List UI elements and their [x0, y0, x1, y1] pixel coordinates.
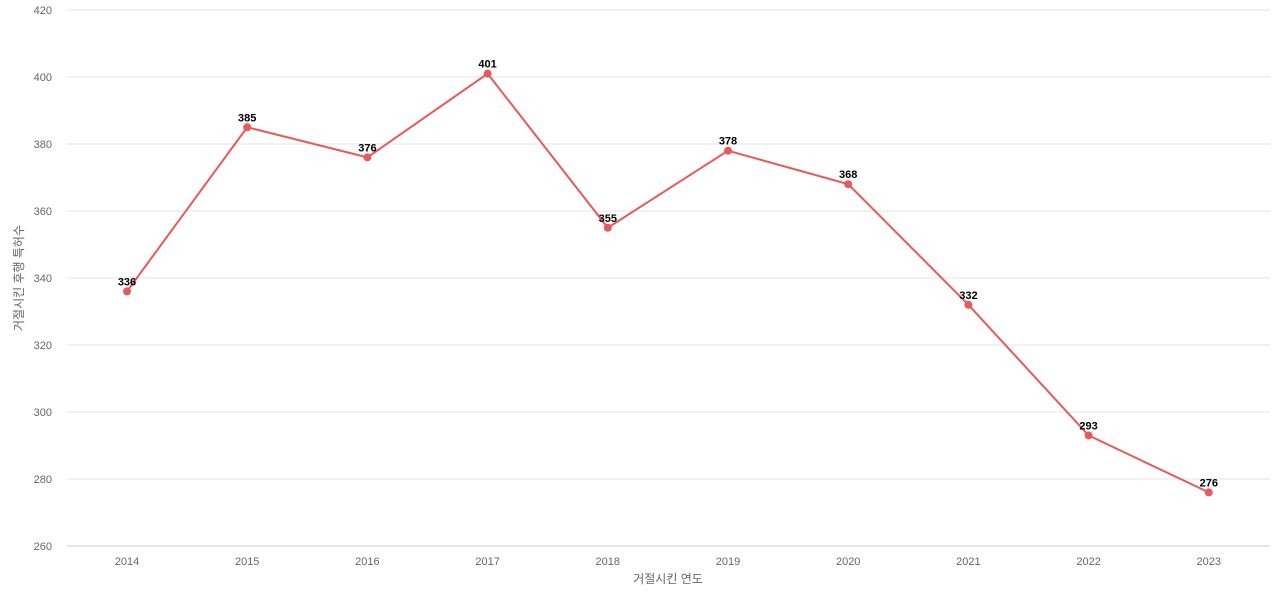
- y-tick-label: 320: [34, 340, 52, 352]
- data-label: 378: [719, 136, 737, 148]
- y-tick-label: 280: [34, 474, 52, 486]
- data-points: [123, 69, 1213, 497]
- x-tick-label: 2021: [956, 556, 980, 568]
- data-label: 336: [118, 276, 136, 288]
- x-tick-label: 2020: [836, 556, 860, 568]
- y-tick-label: 360: [34, 206, 52, 218]
- x-tick-label: 2015: [235, 556, 259, 568]
- x-axis-title: 거절시킨 연도: [633, 572, 703, 586]
- x-tick-label: 2023: [1197, 556, 1221, 568]
- x-tick-label: 2014: [115, 556, 139, 568]
- y-axis-ticks: 260 280 300 320 340 360 380 400 420: [34, 5, 52, 553]
- y-axis-title: 거절시킨 후행 특허수: [11, 225, 26, 331]
- data-labels: 336 385 376 401 355 378 368 332 293 276: [118, 59, 1218, 490]
- data-point[interactable]: [844, 180, 853, 189]
- x-axis-ticks: 2014 2015 2016 2017 2018 2019 2020 2021 2022 2023: [115, 556, 1221, 568]
- data-label: 368: [839, 169, 857, 181]
- data-point[interactable]: [1084, 431, 1093, 440]
- x-tick-label: 2019: [716, 556, 740, 568]
- data-point[interactable]: [964, 300, 973, 309]
- data-point[interactable]: [243, 123, 252, 132]
- data-point[interactable]: [363, 153, 372, 162]
- y-tick-label: 400: [34, 72, 52, 84]
- series-line: [126, 72, 1210, 494]
- x-tick-label: 2016: [355, 556, 379, 568]
- data-point[interactable]: [483, 69, 492, 78]
- y-tick-label: 260: [34, 541, 52, 553]
- data-point[interactable]: [123, 287, 131, 296]
- y-tick-label: 380: [34, 139, 52, 151]
- data-label: 376: [358, 142, 376, 154]
- data-label: 401: [478, 59, 496, 71]
- data-label: 276: [1200, 477, 1218, 489]
- data-point[interactable]: [724, 146, 732, 155]
- data-label: 385: [238, 112, 256, 124]
- y-tick-label: 340: [34, 273, 52, 285]
- y-tick-label: 420: [34, 5, 52, 17]
- grid-layer: [67, 9, 1270, 547]
- x-tick-label: 2017: [475, 556, 499, 568]
- x-tick-label: 2018: [596, 556, 620, 568]
- x-tick-label: 2022: [1076, 556, 1100, 568]
- data-label: 293: [1079, 420, 1097, 432]
- data-point[interactable]: [1204, 488, 1213, 497]
- data-point[interactable]: [603, 223, 612, 232]
- data-label: 332: [959, 290, 977, 302]
- data-label: 355: [599, 213, 617, 225]
- y-tick-label: 300: [34, 407, 52, 419]
